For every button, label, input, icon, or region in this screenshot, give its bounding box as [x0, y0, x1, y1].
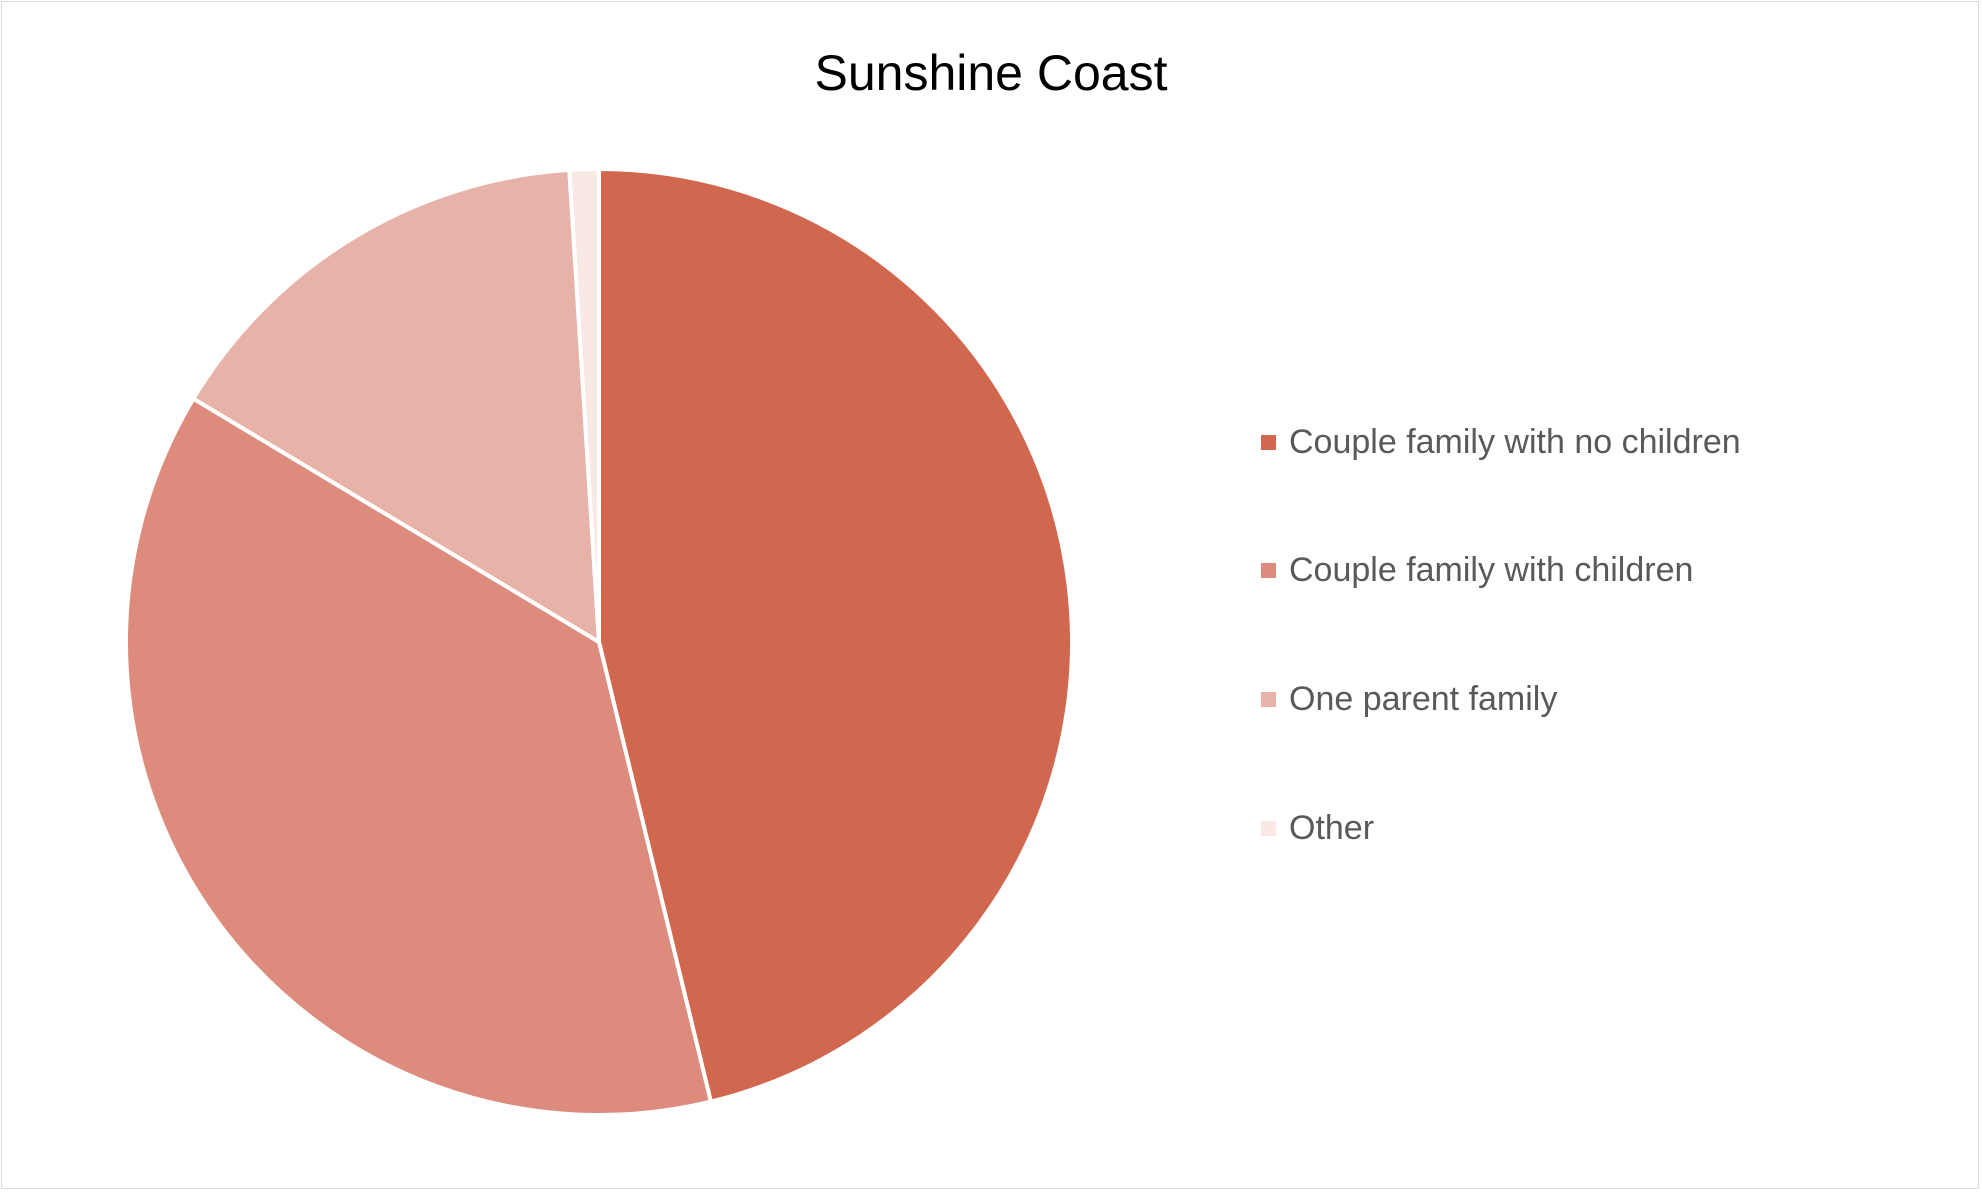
chart-title: Sunshine Coast: [814, 45, 1168, 101]
legend-item: Couple family with no children: [1261, 422, 1741, 462]
legend-item: Other: [1261, 808, 1374, 848]
legend-marker: [1261, 691, 1276, 707]
pie-slice-other: [567, 166, 601, 643]
legend-label: Couple family with no children: [1289, 422, 1741, 461]
legend-label: One parent family: [1289, 679, 1558, 718]
pie-slice-couple-family-with-no-children: [597, 166, 1074, 1104]
legend-label: Couple family with children: [1289, 550, 1694, 589]
legend-marker: [1261, 562, 1276, 578]
legend-label: Other: [1289, 808, 1375, 847]
pie-slice-one-parent-family: [190, 167, 602, 646]
legend-marker: [1261, 820, 1276, 836]
pie-slice-couple-family-with-children: [124, 395, 714, 1117]
legend-item: One parent family: [1261, 679, 1557, 719]
legend-item: Couple family with children: [1261, 550, 1693, 590]
legend-marker: [1261, 434, 1276, 450]
